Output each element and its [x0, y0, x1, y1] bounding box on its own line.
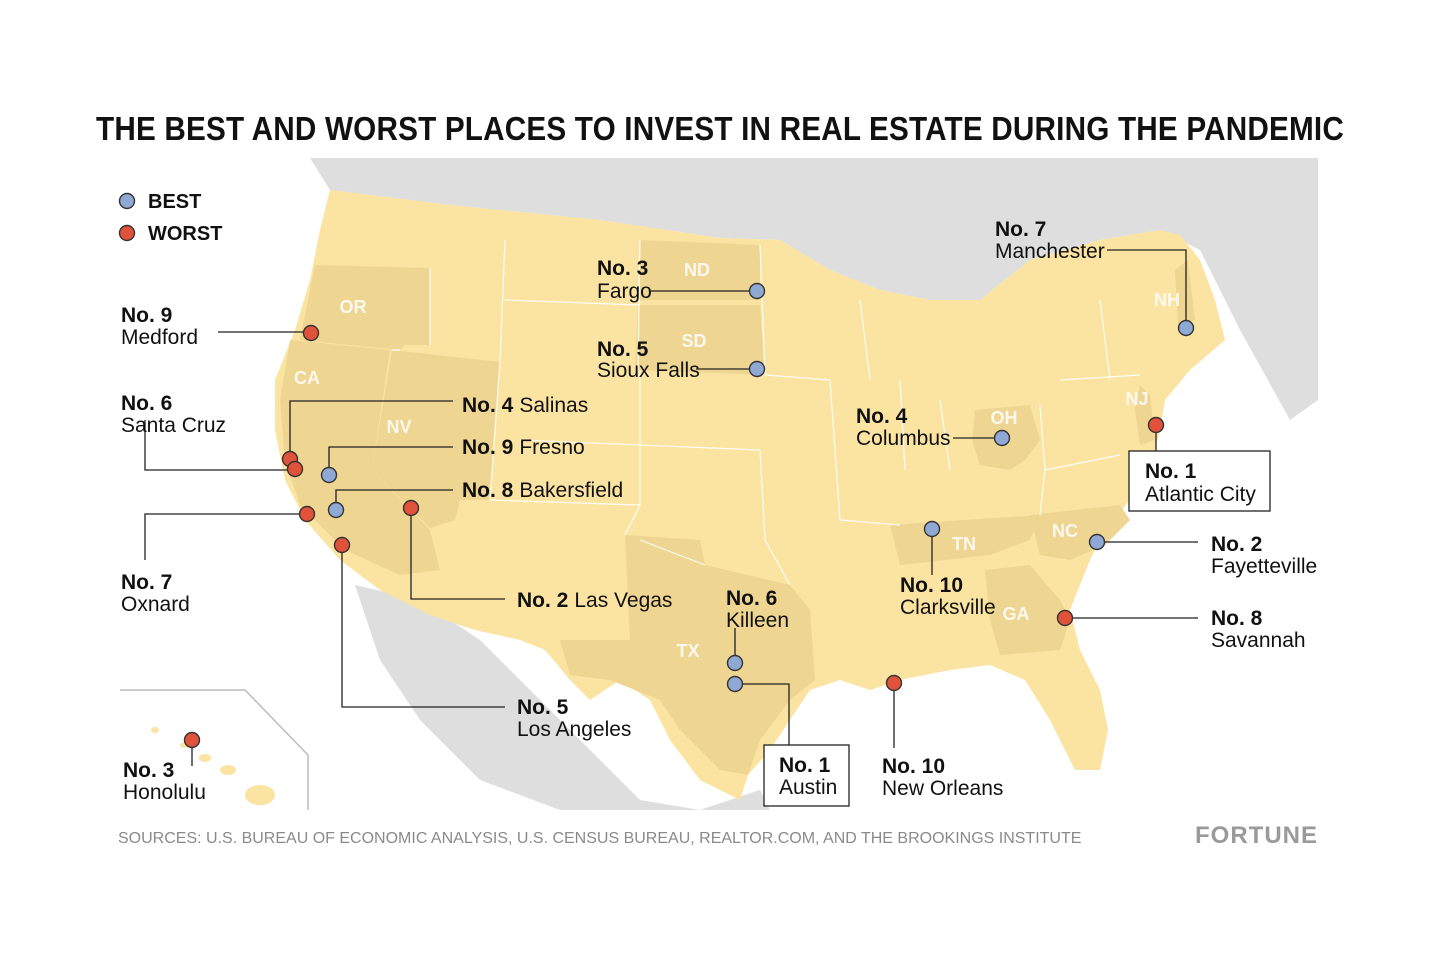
legend-best-marker — [118, 192, 136, 210]
state-abbreviations: OR CA NV ND SD TX OH TN GA NC NJ NH — [294, 260, 1180, 661]
legend-best-label: BEST — [148, 191, 201, 213]
las-vegas-marker[interactable] — [402, 499, 420, 517]
fresno-name: Fresno — [519, 436, 584, 459]
savannah-rank: No. 8 — [1211, 607, 1263, 630]
fargo-marker[interactable] — [748, 282, 766, 300]
sioux-falls-name: Sioux Falls — [597, 359, 700, 382]
legend: BEST WORST — [118, 191, 222, 245]
santa-cruz-marker[interactable] — [286, 460, 304, 478]
austin-rank: No. 1 — [779, 754, 831, 777]
salinas-label: No. 4 Salinas — [462, 394, 588, 417]
medford-marker[interactable] — [302, 324, 320, 342]
inline-city-labels: No. 4 Salinas No. 9 Fresno No. 8 Bakersfiel… — [462, 394, 672, 612]
columbus-rank: No. 4 — [856, 405, 908, 428]
santa-cruz-name: Santa Cruz — [121, 414, 226, 437]
las-vegas-name: Las Vegas — [574, 589, 672, 612]
honolulu-name: Honolulu — [123, 781, 206, 804]
highlighted-states — [280, 240, 1195, 775]
fargo-name: Fargo — [597, 280, 652, 303]
atlantic-city-box — [1128, 450, 1271, 512]
fayetteville-rank: No. 2 — [1211, 533, 1262, 556]
los-angeles-rank: No. 5 — [517, 696, 569, 719]
state-abbr: NH — [1154, 290, 1180, 310]
bakersfield-marker[interactable] — [327, 501, 345, 519]
fresno-label: No. 9 Fresno — [462, 436, 585, 459]
salinas-name: Salinas — [519, 394, 588, 417]
clarksville-marker[interactable] — [923, 520, 941, 538]
las-vegas-label: No. 2 Las Vegas — [517, 589, 672, 612]
columbus-name: Columbus — [856, 427, 951, 450]
worst-markers — [183, 324, 1165, 749]
state-abbr: OH — [991, 408, 1018, 428]
clarksville-name: Clarksville — [900, 596, 996, 619]
source-note: SOURCES: U.S. BUREAU OF ECONOMIC ANALYSI… — [118, 830, 1081, 847]
state-abbr: NJ — [1125, 389, 1148, 409]
fresno-rank: No. 9 — [462, 436, 513, 459]
columbus-marker[interactable] — [993, 429, 1011, 447]
best-markers — [320, 282, 1195, 693]
state-abbr: TN — [952, 534, 976, 554]
new-orleans-name: New Orleans — [882, 777, 1003, 800]
state-abbr: NC — [1052, 521, 1078, 541]
los-angeles-marker[interactable] — [333, 536, 351, 554]
atlantic-city-marker[interactable] — [1147, 416, 1165, 434]
oxnard-name: Oxnard — [121, 593, 190, 616]
state-abbr: OR — [340, 297, 367, 317]
oxnard-marker[interactable] — [298, 505, 316, 523]
new-orleans-rank: No. 10 — [882, 755, 945, 778]
savannah-name: Savannah — [1211, 629, 1306, 652]
new-orleans-marker[interactable] — [885, 674, 903, 692]
manchester-marker[interactable] — [1177, 319, 1195, 337]
bakersfield-label: No. 8 Bakersfield — [462, 479, 623, 502]
killeen-rank: No. 6 — [726, 587, 777, 610]
state-borders — [392, 239, 1141, 586]
state-abbr: NV — [386, 417, 411, 437]
fortune-logo: FORTUNE — [1195, 822, 1318, 849]
killeen-name: Killeen — [726, 609, 789, 632]
map-title: THE BEST AND WORST PLACES TO INVEST IN R… — [96, 110, 1344, 147]
fargo-rank: No. 3 — [597, 257, 648, 280]
oxnard-rank: No. 7 — [121, 571, 172, 594]
bakersfield-rank: No. 8 — [462, 479, 514, 502]
atlantic-city-rank: No. 1 — [1145, 460, 1197, 483]
bakersfield-name: Bakersfield — [519, 479, 623, 502]
fayetteville-name: Fayetteville — [1211, 555, 1317, 578]
killeen-marker[interactable] — [726, 654, 744, 672]
state-abbr: TX — [676, 641, 699, 661]
neighbor-land — [310, 158, 1318, 810]
city-labels: No. 3 Fargo No. 5 Sioux Falls No. 7 Manc… — [121, 218, 1317, 804]
honolulu-rank: No. 3 — [123, 759, 174, 782]
leader-lines — [144, 249, 1198, 766]
austin-box — [763, 744, 850, 807]
state-abbr: GA — [1003, 604, 1030, 624]
us-contiguous-land — [275, 190, 1225, 800]
austin-marker[interactable] — [726, 675, 744, 693]
sioux-falls-rank: No. 5 — [597, 338, 649, 361]
savannah-marker[interactable] — [1056, 609, 1074, 627]
medford-name: Medford — [121, 326, 198, 349]
legend-worst-marker — [118, 224, 136, 242]
clarksville-rank: No. 10 — [900, 574, 963, 597]
manchester-rank: No. 7 — [995, 218, 1046, 241]
fayetteville-marker[interactable] — [1088, 533, 1106, 551]
austin-name: Austin — [779, 776, 837, 799]
medford-rank: No. 9 — [121, 304, 172, 327]
hawaii-inset — [120, 689, 309, 810]
manchester-name: Manchester — [995, 240, 1105, 263]
los-angeles-name: Los Angeles — [517, 718, 631, 741]
legend-worst-label: WORST — [148, 223, 222, 245]
sioux-falls-marker[interactable] — [748, 360, 766, 378]
santa-cruz-rank: No. 6 — [121, 392, 172, 415]
state-abbr: ND — [684, 260, 710, 280]
las-vegas-rank: No. 2 — [517, 589, 568, 612]
salinas-rank: No. 4 — [462, 394, 514, 417]
honolulu-marker[interactable] — [183, 731, 201, 749]
state-abbr: SD — [681, 331, 706, 351]
state-abbr: CA — [294, 368, 320, 388]
fresno-marker[interactable] — [320, 466, 338, 484]
atlantic-city-name: Atlantic City — [1145, 483, 1256, 506]
